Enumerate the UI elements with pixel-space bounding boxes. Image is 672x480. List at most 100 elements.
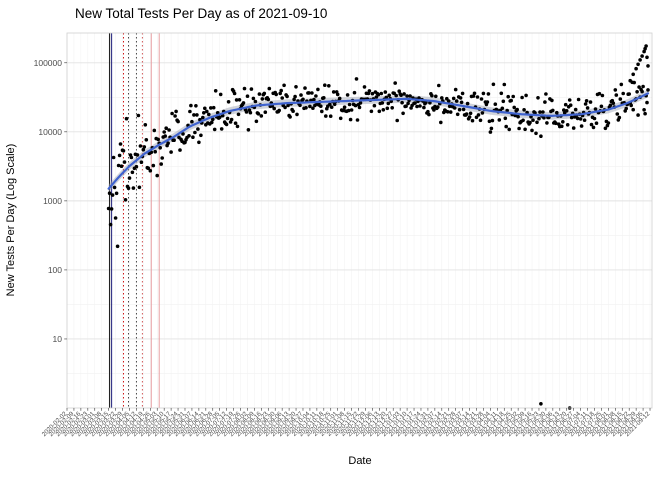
- data-point: [251, 96, 256, 101]
- data-point: [232, 91, 237, 96]
- data-point: [538, 110, 542, 114]
- data-point: [319, 104, 323, 108]
- data-point: [203, 106, 207, 111]
- data-point: [176, 119, 180, 124]
- panel-background: [67, 33, 652, 408]
- data-point: [627, 92, 631, 96]
- data-point: [579, 124, 584, 128]
- data-point: [259, 114, 264, 118]
- data-point: [439, 120, 443, 125]
- data-point: [355, 118, 360, 122]
- data-point: [278, 91, 283, 96]
- panel-border: [66, 32, 653, 409]
- data-point: [248, 110, 253, 115]
- data-point: [362, 85, 367, 89]
- data-point: [308, 104, 312, 109]
- data-point: [470, 118, 475, 123]
- data-point: [641, 84, 645, 89]
- data-point: [487, 119, 492, 124]
- data-point: [274, 92, 279, 97]
- data-point: [617, 115, 622, 120]
- data-point: [367, 89, 372, 93]
- data-point: [266, 97, 271, 102]
- data-point: [162, 130, 166, 134]
- data-point: [600, 93, 605, 98]
- data-point: [158, 146, 162, 150]
- plot-panel: 2020-02-022020-02-092020-02-162020-02-23…: [34, 32, 653, 438]
- data-point: [331, 90, 336, 94]
- data-point: [155, 173, 159, 178]
- data-point: [543, 100, 547, 104]
- gridlines-minor: [67, 97, 652, 374]
- data-point: [564, 109, 569, 113]
- data-point: [139, 160, 144, 164]
- data-point: [454, 99, 459, 103]
- data-point: [440, 96, 444, 100]
- data-point: [346, 108, 351, 113]
- data-point: [369, 109, 374, 114]
- data-point: [397, 89, 402, 93]
- data-point: [106, 206, 111, 211]
- data-point: [218, 92, 223, 97]
- data-point: [286, 103, 290, 108]
- data-point: [386, 101, 391, 106]
- y-axis-label: New Tests Per Day (Log Scale): [5, 144, 17, 297]
- data-point: [381, 108, 386, 112]
- data-point: [632, 80, 636, 85]
- data-point: [520, 95, 524, 100]
- data-point: [291, 109, 295, 113]
- data-point: [370, 91, 375, 96]
- data-point: [316, 87, 320, 92]
- data-point: [197, 140, 201, 145]
- data-point: [464, 112, 469, 116]
- data-point: [399, 93, 403, 97]
- data-point: [485, 100, 490, 104]
- data-point: [124, 116, 129, 121]
- data-point: [522, 108, 526, 112]
- data-point: [634, 66, 638, 71]
- data-point: [582, 118, 587, 122]
- data-point: [126, 186, 131, 190]
- data-point: [646, 88, 650, 92]
- data-point: [452, 106, 457, 110]
- data-point: [567, 98, 572, 102]
- data-point: [322, 96, 326, 100]
- data-point: [225, 116, 230, 121]
- data-point: [561, 120, 565, 124]
- data-point: [282, 83, 286, 88]
- data-point: [178, 148, 182, 152]
- data-point: [608, 103, 613, 108]
- data-point: [385, 106, 390, 111]
- data-point: [226, 100, 231, 104]
- data-point: [542, 116, 546, 120]
- data-point: [121, 149, 126, 153]
- data-point: [201, 115, 205, 120]
- data-point: [191, 135, 195, 139]
- data-point: [138, 144, 143, 148]
- data-point: [446, 99, 451, 103]
- data-point: [135, 153, 140, 157]
- data-point: [272, 106, 277, 111]
- data-point: [611, 101, 616, 105]
- data-point: [194, 104, 198, 108]
- data-point: [141, 147, 146, 152]
- data-point: [427, 112, 431, 117]
- data-point: [310, 91, 314, 95]
- data-point: [509, 98, 513, 103]
- data-point: [235, 124, 240, 129]
- data-point: [115, 244, 120, 249]
- data-point: [279, 88, 284, 93]
- data-point: [481, 91, 486, 96]
- data-point: [606, 121, 611, 125]
- data-point: [515, 107, 519, 112]
- data-point: [451, 96, 456, 101]
- data-point: [328, 114, 333, 118]
- data-point: [644, 44, 648, 48]
- data-point: [357, 105, 362, 110]
- data-point: [536, 96, 540, 100]
- data-point: [387, 93, 392, 98]
- data-point: [490, 118, 495, 123]
- data-point: [500, 106, 505, 111]
- data-point: [437, 83, 441, 88]
- data-point: [534, 131, 538, 136]
